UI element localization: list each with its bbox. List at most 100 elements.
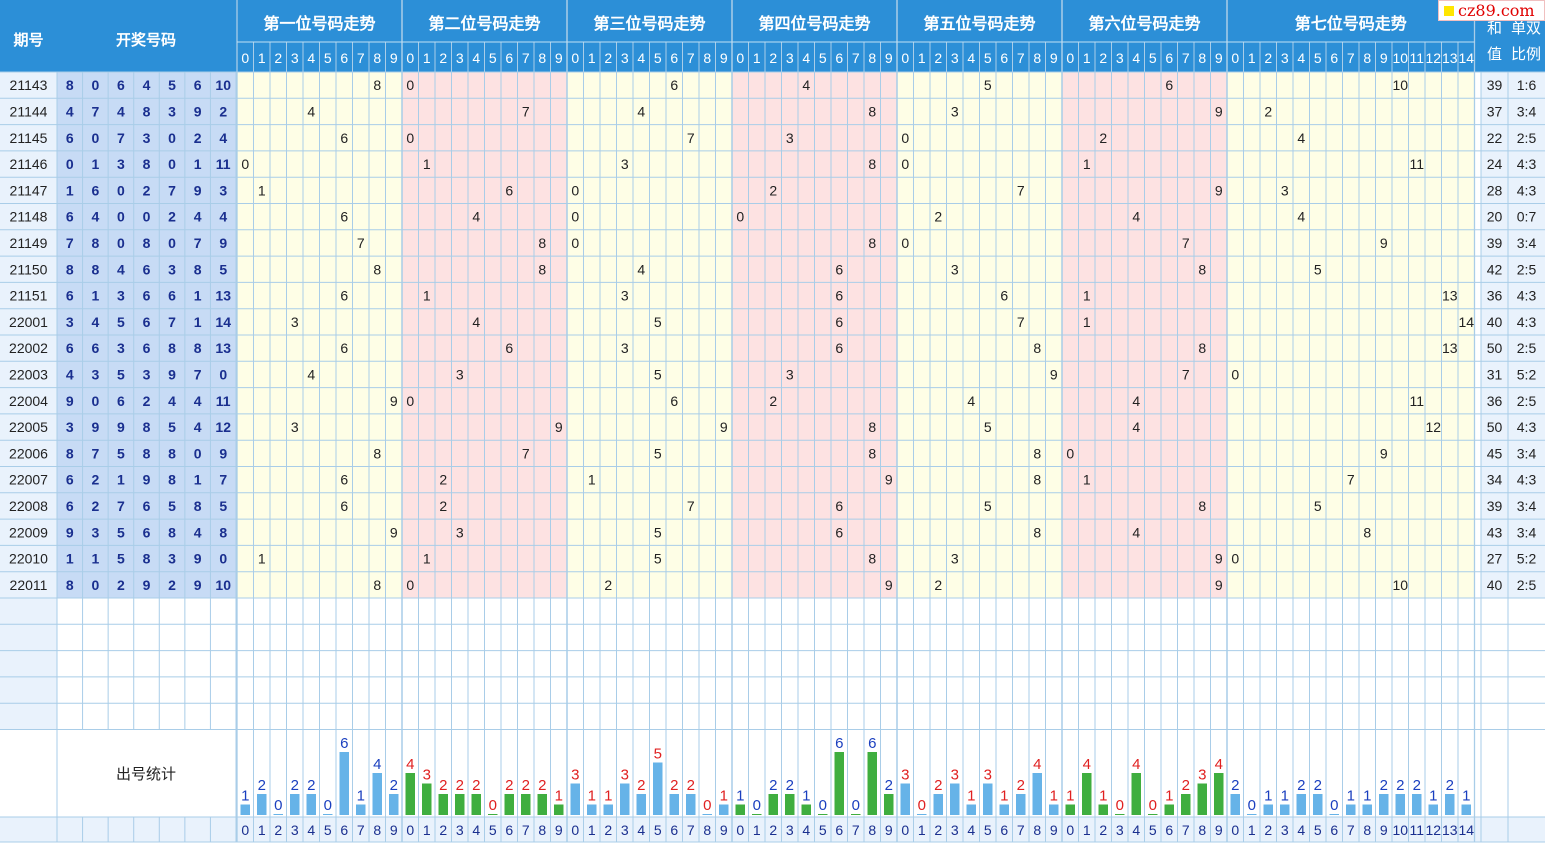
count-bar [1230, 794, 1240, 815]
digit-header: 5 [324, 50, 332, 66]
count-bar [1131, 773, 1141, 815]
digit-header: 0 [901, 50, 909, 66]
count-label: 1 [357, 788, 365, 805]
draw-number: 5 [168, 77, 176, 93]
digit-header: 2 [1264, 50, 1272, 66]
count-bar [504, 794, 514, 815]
draw-number: 11 [216, 156, 231, 172]
digit-header: 2 [1099, 50, 1107, 66]
count-bar [603, 804, 613, 815]
count-bar [1362, 804, 1372, 815]
count-label: 1 [1462, 788, 1470, 805]
count-bar [735, 804, 745, 815]
trend-mark: 6 [505, 340, 513, 356]
draw-number: 0 [168, 156, 176, 172]
position-title-3: 第三位号码走势 [593, 14, 705, 33]
digit-header: 4 [967, 50, 975, 66]
count-bar [1016, 794, 1026, 815]
digit-header: 7 [1017, 50, 1025, 66]
trend-mark: 5 [654, 314, 662, 330]
trend-mark: 6 [1165, 77, 1173, 93]
sum-cell: 40 [1487, 577, 1503, 593]
trend-mark: 6 [340, 498, 348, 514]
count-label: 5 [654, 746, 662, 763]
digit-header: 2 [604, 50, 612, 66]
footer-digit: 1 [258, 822, 266, 838]
ratio-cell: 2:5 [1517, 393, 1537, 409]
count-label: 1 [1281, 788, 1289, 805]
count-label: 0 [852, 797, 860, 814]
period-cell: 21149 [10, 235, 48, 251]
digit-header: 5 [819, 50, 827, 66]
digit-header: 8 [1198, 50, 1206, 66]
footer-digit: 8 [1198, 822, 1206, 838]
trend-mark: 8 [868, 419, 876, 435]
count-bar [306, 794, 316, 815]
trend-mark: 0 [406, 577, 414, 593]
digit-header: 7 [687, 50, 695, 66]
draw-number: 7 [194, 366, 202, 382]
trend-mark: 3 [621, 340, 629, 356]
count-bar [801, 804, 811, 815]
position-title-7: 第七位号码走势 [1295, 14, 1407, 33]
footer-digit: 3 [1116, 822, 1124, 838]
draw-number: 8 [194, 498, 202, 514]
trend-mark: 9 [1215, 182, 1223, 198]
trend-mark: 11 [1409, 393, 1424, 409]
trend-mark: 4 [1297, 209, 1305, 225]
footer-digit: 0 [901, 822, 909, 838]
footer-digit: 0 [241, 822, 249, 838]
draw-number: 8 [143, 235, 151, 251]
period-cell: 22006 [9, 445, 48, 461]
count-bar [488, 814, 498, 815]
digit-header: 3 [621, 50, 629, 66]
trend-mark: 0 [406, 130, 414, 146]
count-label: 2 [522, 777, 530, 794]
count-bar [323, 814, 333, 815]
count-bar [257, 794, 267, 815]
digit-header: 3 [1281, 50, 1289, 66]
trend-mark: 4 [1132, 209, 1140, 225]
digit-header: 3 [951, 50, 959, 66]
digit-header: 6 [1165, 50, 1173, 66]
footer-digit: 5 [324, 822, 332, 838]
draw-number: 0 [219, 366, 227, 382]
draw-number: 8 [66, 77, 74, 93]
footer-digit: 1 [1248, 822, 1256, 838]
count-label: 2 [1182, 777, 1190, 794]
digit-header: 0 [571, 50, 579, 66]
footer-digit: 6 [340, 822, 348, 838]
draw-number: 4 [194, 419, 202, 435]
draw-number: 4 [66, 103, 74, 119]
digit-header: 3 [291, 50, 299, 66]
draw-number: 6 [66, 209, 74, 225]
draw-number: 0 [219, 551, 227, 567]
footer-digit: 1 [588, 822, 596, 838]
sum-cell: 34 [1487, 472, 1503, 488]
footer-digit: 10 [1392, 822, 1408, 838]
footer-digit: 2 [769, 822, 777, 838]
draw-number: 1 [91, 288, 99, 304]
count-label: 6 [868, 735, 876, 752]
sum-cell: 28 [1487, 182, 1503, 198]
period-cell: 22004 [9, 393, 48, 409]
trend-mark: 0 [406, 393, 414, 409]
count-label: 1 [1165, 788, 1173, 805]
draw-number: 12 [215, 419, 231, 435]
draw-number: 4 [219, 130, 227, 146]
trend-mark: 8 [1198, 261, 1206, 277]
footer-digit: 7 [1182, 822, 1190, 838]
digit-header: 8 [373, 50, 381, 66]
digit-header: 5 [654, 50, 662, 66]
trend-mark: 3 [291, 419, 299, 435]
count-bar [273, 814, 283, 815]
trend-mark: 6 [835, 261, 843, 277]
count-bar [471, 794, 481, 815]
trend-mark: 6 [505, 182, 513, 198]
count-label: 2 [1314, 777, 1322, 794]
footer-digit: 6 [1000, 822, 1008, 838]
trend-mark: 6 [835, 288, 843, 304]
count-bar [1065, 804, 1075, 815]
trend-mark: 4 [802, 77, 810, 93]
